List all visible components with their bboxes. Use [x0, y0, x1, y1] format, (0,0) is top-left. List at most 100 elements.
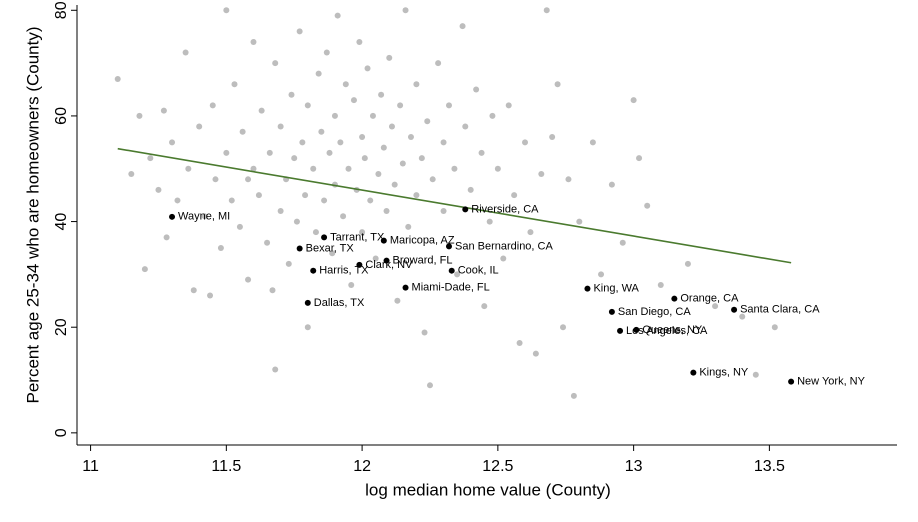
point-label: Tarrant, TX [330, 231, 385, 243]
point-label: Orange, CA [680, 293, 739, 305]
data-point [228, 197, 235, 204]
point-label: Broward, FL [393, 255, 453, 267]
data-point [522, 139, 529, 146]
data-point [378, 91, 385, 98]
data-point [644, 202, 651, 209]
data-point [372, 255, 379, 262]
data-point [323, 49, 330, 56]
data-point [321, 197, 328, 204]
data-point [633, 326, 640, 333]
point-label: Dallas, TX [314, 297, 365, 309]
data-point [771, 324, 778, 331]
data-point [114, 75, 121, 82]
data-point [511, 192, 518, 199]
data-point [231, 81, 238, 88]
data-point [413, 192, 420, 199]
data-point [296, 28, 303, 35]
data-point [486, 218, 493, 225]
data-point [424, 118, 431, 125]
point-label: Clark, NV [365, 259, 413, 271]
data-point [380, 237, 387, 244]
data-point [448, 267, 455, 274]
data-point [619, 239, 626, 246]
data-point [549, 134, 556, 141]
data-point [478, 149, 485, 156]
data-point [560, 324, 567, 331]
data-point [636, 155, 643, 162]
data-point [266, 149, 273, 156]
data-point [538, 171, 545, 178]
data-point [440, 208, 447, 215]
data-point [296, 245, 303, 252]
data-point [451, 165, 458, 172]
data-point [388, 123, 395, 130]
data-point [277, 208, 284, 215]
data-point [421, 329, 428, 336]
data-point [272, 60, 279, 67]
data-point [217, 244, 224, 251]
data-point [454, 271, 461, 278]
data-point [731, 306, 738, 313]
fit-line [117, 147, 792, 264]
data-point [589, 139, 596, 146]
data-point [405, 223, 412, 230]
data-point [690, 369, 697, 376]
y-tick-label: 0 [53, 428, 70, 437]
data-point [598, 271, 605, 278]
data-point [617, 327, 624, 334]
data-point [527, 229, 534, 236]
data-point [250, 38, 257, 45]
data-point [394, 297, 401, 304]
data-point [467, 186, 474, 193]
data-point [367, 197, 374, 204]
data-point [310, 165, 317, 172]
data-point [128, 171, 135, 178]
data-point [752, 371, 759, 378]
data-point [608, 308, 615, 315]
data-point [356, 38, 363, 45]
data-point [361, 155, 368, 162]
data-point [285, 260, 292, 267]
data-point [418, 155, 425, 162]
data-point [304, 324, 311, 331]
data-point [337, 139, 344, 146]
data-point [331, 112, 338, 119]
data-point [554, 81, 561, 88]
point-label: Harris, TX [319, 265, 369, 277]
data-point [318, 128, 325, 135]
data-point [532, 350, 539, 357]
data-point [302, 192, 309, 199]
data-point [291, 155, 298, 162]
data-point [299, 139, 306, 146]
data-point [141, 266, 148, 273]
data-point [169, 139, 176, 146]
data-point [429, 176, 436, 183]
point-label: Queens, NY [642, 324, 703, 336]
data-point [190, 287, 197, 294]
x-tick-label: 12.5 [482, 458, 513, 475]
data-point [201, 213, 208, 220]
data-point [445, 102, 452, 109]
x-tick-label: 13 [625, 458, 643, 475]
y-tick-label: 20 [53, 318, 70, 336]
data-point [570, 392, 577, 399]
data-point [359, 229, 366, 236]
data-point [345, 165, 352, 172]
data-point [402, 7, 409, 14]
data-point [505, 102, 512, 109]
data-point [565, 176, 572, 183]
y-axis-title: Percent age 25-34 who are homeowners (Co… [23, 26, 42, 403]
data-point [576, 218, 583, 225]
data-point [391, 181, 398, 188]
data-point [489, 112, 496, 119]
point-label: Los Angeles, CA [626, 325, 708, 337]
data-point [250, 165, 257, 172]
data-point [163, 234, 170, 241]
data-point [239, 128, 246, 135]
data-point [269, 287, 276, 294]
data-point [426, 382, 433, 389]
data-point [293, 218, 300, 225]
data-point [277, 123, 284, 130]
point-label: Miami-Dade, FL [412, 281, 490, 293]
